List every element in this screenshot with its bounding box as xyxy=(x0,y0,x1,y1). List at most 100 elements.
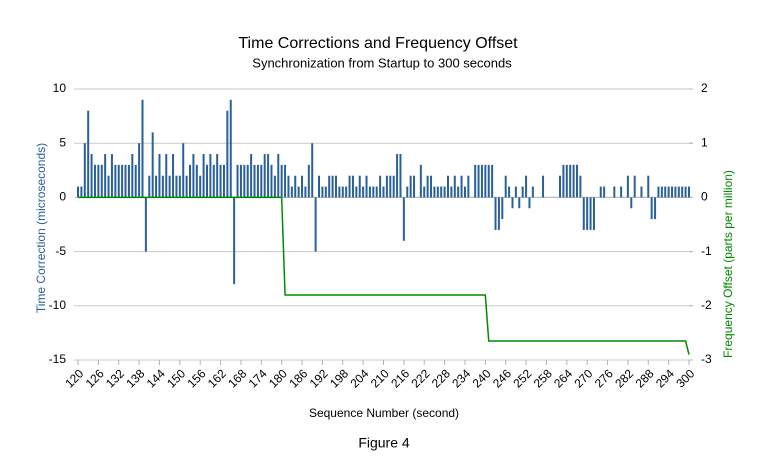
bar xyxy=(368,186,371,198)
bar xyxy=(239,164,242,198)
bar xyxy=(324,186,327,198)
bar xyxy=(331,175,334,198)
bar xyxy=(572,164,575,198)
x-tick-label: 150 xyxy=(164,366,188,390)
bar xyxy=(158,154,161,198)
bar xyxy=(362,186,365,198)
x-tick-label: 132 xyxy=(103,366,127,390)
x-tick-label: 162 xyxy=(205,366,229,390)
y2-tick-label: 2 xyxy=(701,81,708,95)
bar xyxy=(433,186,436,198)
bar xyxy=(104,154,107,198)
x-tick-label: 126 xyxy=(83,366,107,390)
x-tick-label: 252 xyxy=(510,366,534,390)
bar xyxy=(409,175,412,198)
x-tick-label: 204 xyxy=(347,366,371,390)
bar xyxy=(87,110,90,198)
bar xyxy=(77,186,79,198)
bar xyxy=(273,175,276,198)
bar xyxy=(379,175,382,198)
bar xyxy=(212,164,215,198)
bar xyxy=(199,175,202,198)
bar xyxy=(681,186,684,198)
bar xyxy=(131,154,134,198)
bar xyxy=(246,164,249,198)
bar xyxy=(423,186,426,198)
bar xyxy=(463,186,466,198)
bar xyxy=(389,175,392,198)
frequency-line xyxy=(78,196,690,355)
bar xyxy=(192,154,195,198)
bar xyxy=(579,175,582,198)
y-tick-label: -15 xyxy=(49,352,67,366)
bar xyxy=(620,186,623,198)
x-tick-label: 216 xyxy=(388,366,412,390)
bar xyxy=(148,175,151,198)
bar xyxy=(226,110,229,198)
bar xyxy=(124,164,127,198)
bar xyxy=(90,154,93,198)
bar xyxy=(521,186,524,198)
bar xyxy=(222,164,225,198)
bar xyxy=(189,164,192,198)
bar xyxy=(497,197,500,230)
bar xyxy=(256,164,259,198)
bar xyxy=(117,164,120,198)
bar xyxy=(321,186,324,198)
bar xyxy=(236,164,239,198)
bar xyxy=(161,175,164,198)
bar xyxy=(93,164,96,198)
bar xyxy=(287,175,290,198)
y2-axis-label: Frequency Offset (parts per million) xyxy=(721,170,735,358)
bar xyxy=(565,164,568,198)
y2-tick-label: -3 xyxy=(701,352,712,366)
bar xyxy=(372,186,375,198)
bar xyxy=(430,175,433,198)
bar xyxy=(182,143,185,198)
bar xyxy=(195,164,198,198)
bar xyxy=(168,175,171,198)
bar xyxy=(165,154,168,198)
bar xyxy=(589,197,592,230)
x-tick-label: 198 xyxy=(327,366,351,390)
bar xyxy=(83,143,86,198)
y-tick-label: -5 xyxy=(55,244,66,258)
bar xyxy=(172,154,175,198)
bar xyxy=(592,197,595,230)
bar xyxy=(446,175,449,198)
bar xyxy=(110,154,113,198)
bar xyxy=(491,164,494,198)
x-tick-label: 168 xyxy=(225,366,249,390)
bar xyxy=(667,186,670,198)
bar xyxy=(494,197,497,230)
y2-tick-label: -2 xyxy=(701,298,712,312)
bar xyxy=(334,175,337,198)
bar xyxy=(399,154,402,198)
bar xyxy=(575,164,578,198)
bar xyxy=(365,175,368,198)
bar xyxy=(480,164,483,198)
bar xyxy=(477,164,480,198)
x-tick-label: 246 xyxy=(490,366,514,390)
bar xyxy=(657,186,660,198)
bar xyxy=(474,164,477,198)
bar xyxy=(290,186,293,198)
bar xyxy=(341,186,344,198)
bar xyxy=(121,164,124,198)
bar xyxy=(205,164,208,198)
bar xyxy=(569,164,572,198)
bar xyxy=(440,186,443,198)
x-tick-label: 144 xyxy=(144,366,168,390)
bar xyxy=(219,164,222,198)
bar xyxy=(134,164,137,198)
bar xyxy=(443,186,446,198)
bar xyxy=(253,164,256,198)
bar xyxy=(599,186,602,198)
y-tick-label: -10 xyxy=(49,298,67,312)
bar xyxy=(114,164,117,198)
x-tick-label: 222 xyxy=(409,366,433,390)
chart-title: Time Corrections and Frequency Offset xyxy=(238,35,518,52)
bar xyxy=(542,175,545,198)
x-tick-label: 276 xyxy=(592,366,616,390)
bar xyxy=(626,175,629,198)
